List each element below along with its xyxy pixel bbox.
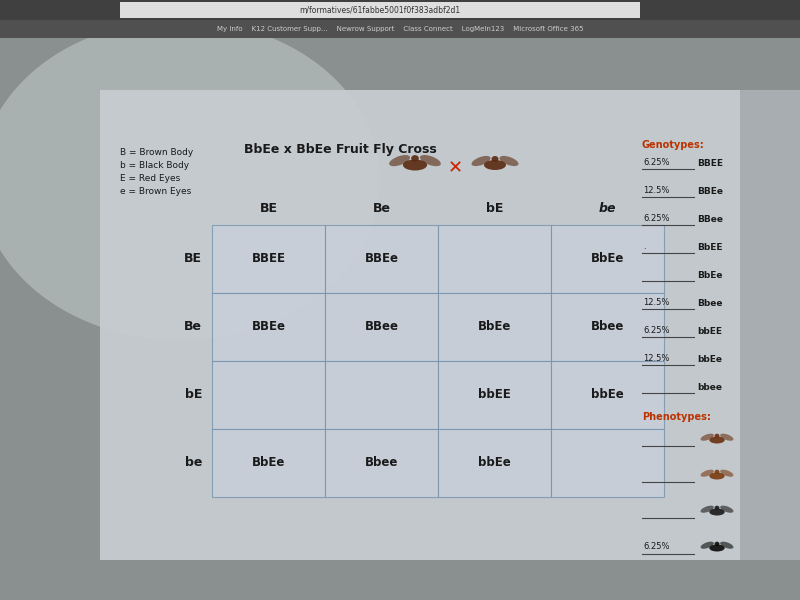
Ellipse shape: [714, 434, 719, 438]
Bar: [212, 225, 325, 293]
Text: bbEE: bbEE: [478, 389, 511, 401]
Ellipse shape: [389, 155, 410, 166]
Bar: [212, 293, 325, 361]
Bar: [325, 293, 438, 361]
Ellipse shape: [499, 156, 518, 166]
Ellipse shape: [720, 470, 734, 477]
Bar: [551, 293, 664, 361]
Text: 6.25%: 6.25%: [643, 542, 670, 551]
Ellipse shape: [484, 160, 506, 170]
Text: Phenotypes:: Phenotypes:: [642, 412, 711, 422]
Text: 6.25%: 6.25%: [643, 158, 670, 167]
Text: BBee: BBee: [697, 215, 723, 224]
Text: 6.25%: 6.25%: [643, 326, 670, 335]
Ellipse shape: [701, 434, 714, 441]
Text: Bbee: Bbee: [365, 457, 398, 469]
Text: BbEe: BbEe: [252, 457, 285, 469]
Bar: [325, 225, 438, 293]
Text: Genotypes:: Genotypes:: [642, 140, 705, 150]
Ellipse shape: [411, 155, 419, 161]
Text: B = Brown Body: B = Brown Body: [120, 148, 194, 157]
Bar: [438, 293, 551, 361]
Text: BbEE: BbEE: [697, 243, 722, 252]
Text: e = Brown Eyes: e = Brown Eyes: [120, 187, 191, 196]
Text: bbEe: bbEe: [591, 389, 624, 401]
Ellipse shape: [720, 506, 734, 513]
Text: bbEe: bbEe: [478, 457, 511, 469]
Ellipse shape: [701, 542, 714, 549]
Ellipse shape: [701, 506, 714, 513]
Bar: [325, 429, 438, 497]
Ellipse shape: [714, 470, 719, 474]
Text: BBee: BBee: [365, 320, 398, 334]
Text: BbEe: BbEe: [591, 253, 624, 265]
Text: BE: BE: [259, 202, 278, 215]
Text: be: be: [598, 202, 616, 215]
Ellipse shape: [710, 545, 725, 551]
Text: 12.5%: 12.5%: [643, 186, 670, 195]
Bar: [100, 90, 740, 560]
Ellipse shape: [714, 542, 719, 546]
Text: BBEE: BBEE: [697, 159, 723, 168]
Text: BBEE: BBEE: [251, 253, 286, 265]
Text: BBEe: BBEe: [251, 320, 286, 334]
Bar: [0, 20, 800, 38]
Text: bbEe: bbEe: [697, 355, 722, 364]
Ellipse shape: [701, 470, 714, 477]
Ellipse shape: [720, 542, 734, 549]
Bar: [0, 0, 800, 20]
Text: .: .: [643, 242, 646, 251]
Text: BbEe: BbEe: [478, 320, 511, 334]
Bar: [120, 2, 640, 18]
Text: bE: bE: [185, 389, 202, 401]
Bar: [212, 361, 325, 429]
Bar: [551, 225, 664, 293]
Text: BbEe x BbEe Fruit Fly Cross: BbEe x BbEe Fruit Fly Cross: [244, 143, 436, 156]
Ellipse shape: [720, 434, 734, 441]
Ellipse shape: [714, 506, 719, 510]
Ellipse shape: [471, 156, 490, 166]
Text: m/formatives/61fabbe5001f0f383adbf2d1: m/formatives/61fabbe5001f0f383adbf2d1: [299, 5, 461, 14]
Text: Bbee: Bbee: [591, 320, 624, 334]
Bar: [438, 429, 551, 497]
Text: 12.5%: 12.5%: [643, 298, 670, 307]
Text: 12.5%: 12.5%: [643, 354, 670, 363]
Text: be: be: [185, 457, 202, 469]
Text: BbEe: BbEe: [697, 271, 722, 280]
Text: bbEE: bbEE: [697, 327, 722, 336]
Text: Be: Be: [373, 202, 390, 215]
Ellipse shape: [710, 437, 725, 443]
Ellipse shape: [710, 473, 725, 479]
Ellipse shape: [420, 155, 441, 166]
Ellipse shape: [491, 156, 498, 162]
Bar: [740, 90, 800, 560]
Text: BE: BE: [184, 253, 202, 265]
Text: ✕: ✕: [447, 159, 462, 177]
Ellipse shape: [710, 509, 725, 515]
Bar: [438, 225, 551, 293]
Ellipse shape: [0, 20, 380, 340]
Text: Be: Be: [184, 320, 202, 334]
Text: Bbee: Bbee: [697, 299, 722, 308]
Text: E = Red Eyes: E = Red Eyes: [120, 174, 180, 183]
Text: 6.25%: 6.25%: [643, 214, 670, 223]
Ellipse shape: [403, 160, 427, 170]
Text: bbee: bbee: [697, 383, 722, 392]
Bar: [212, 429, 325, 497]
Bar: [551, 429, 664, 497]
Text: BBEe: BBEe: [365, 253, 398, 265]
Text: My Info    K12 Customer Supp...    Newrow Support    Class Connect    LogMeIn123: My Info K12 Customer Supp... Newrow Supp…: [217, 26, 583, 32]
Text: b = Black Body: b = Black Body: [120, 161, 189, 170]
Bar: [438, 361, 551, 429]
Bar: [325, 361, 438, 429]
Bar: [551, 361, 664, 429]
Text: bE: bE: [486, 202, 503, 215]
Text: BBEe: BBEe: [697, 187, 723, 196]
